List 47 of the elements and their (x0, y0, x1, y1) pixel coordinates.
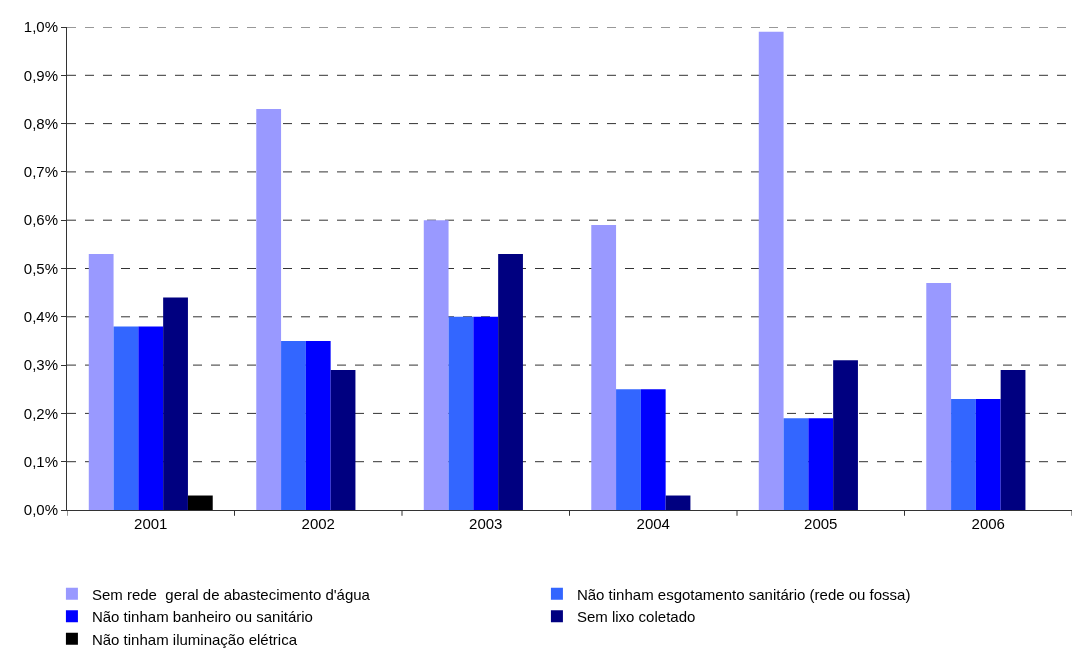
x-tick-label: 2005 (804, 515, 838, 532)
y-tick-label: 0,6% (23, 211, 58, 229)
bar (448, 316, 474, 510)
bar (330, 369, 356, 510)
y-tick-label: 0,3% (23, 356, 58, 374)
bar (305, 340, 331, 510)
x-tick-label: 2006 (971, 515, 1005, 532)
x-tick-label: 2003 (469, 515, 503, 532)
bar (163, 297, 188, 510)
y-tick-label: 0,5% (23, 259, 58, 277)
bar (758, 31, 784, 510)
legend-label: Sem rede geral de abastecimento d'água (91, 585, 371, 603)
y-tick-label: 0,9% (23, 66, 58, 84)
legend-label: Sem lixo coletado (576, 608, 696, 626)
bar (926, 282, 952, 510)
bar (281, 340, 306, 510)
bar (591, 225, 617, 510)
bar (616, 389, 641, 510)
y-tick-label: 0,1% (23, 452, 58, 470)
legend-label: Não tinham esgotamento sanitário (rede ou fossa) (576, 585, 911, 603)
bar (256, 109, 282, 510)
bar (833, 360, 858, 510)
x-tick-label: 2004 (636, 515, 670, 532)
bar (975, 398, 1001, 510)
bar (88, 254, 114, 510)
bar (951, 398, 976, 510)
x-tick-label: 2001 (134, 515, 168, 532)
bar (423, 220, 449, 510)
bar (498, 254, 523, 510)
y-tick-label: 0,8% (23, 114, 58, 132)
legend-label: Não tinham banheiro ou sanitário (91, 608, 313, 626)
bar (187, 495, 213, 510)
y-tick-label: 0,0% (23, 501, 58, 519)
bar (138, 326, 164, 510)
bar (113, 326, 139, 510)
bar (473, 316, 499, 510)
bar (808, 418, 834, 510)
y-tick-label: 0,2% (23, 404, 58, 422)
bar (783, 418, 809, 510)
bar (1000, 369, 1026, 510)
y-tick-label: 0,4% (23, 308, 58, 326)
bar (665, 495, 691, 510)
bar (640, 389, 666, 510)
y-tick-label: 0,7% (23, 163, 58, 181)
y-tick-label: 1,0% (23, 18, 58, 36)
legend-label: Não tinham iluminação elétrica (91, 630, 298, 648)
x-tick-label: 2002 (301, 515, 335, 532)
